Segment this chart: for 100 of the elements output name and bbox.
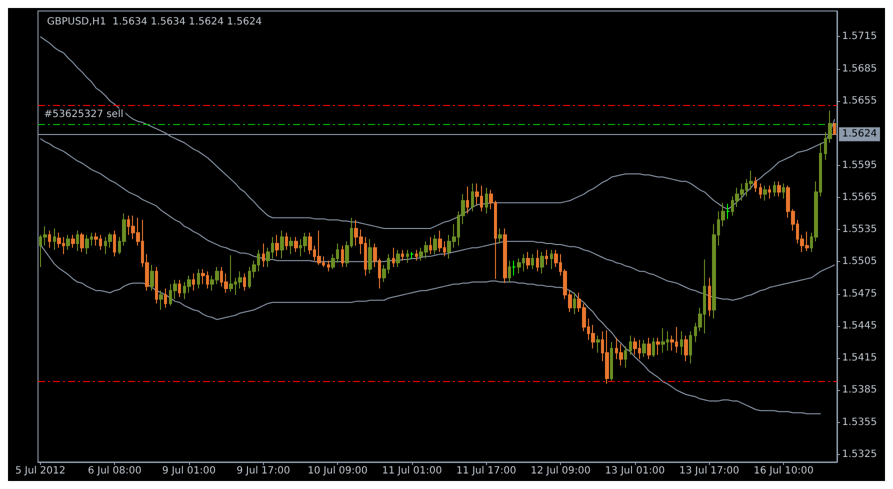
candlestick	[708, 277, 711, 317]
candlestick	[633, 337, 637, 356]
candlestick	[66, 234, 70, 250]
y-tick-label: 1.5595	[842, 160, 877, 171]
candlestick	[517, 258, 521, 274]
candlestick	[652, 337, 655, 358]
candlestick	[531, 254, 534, 270]
y-tick-label: 1.5445	[842, 320, 877, 332]
ref-line-label: 1.5624	[842, 128, 877, 140]
candlestick	[53, 228, 56, 250]
candlestick	[341, 245, 344, 268]
candlestick	[498, 228, 502, 244]
x-tick-label: 9 Jul 01:00	[162, 466, 216, 476]
x-tick-label: 11 Jul 17:00	[456, 466, 516, 476]
candlestick	[275, 234, 279, 257]
candlestick	[410, 252, 414, 259]
x-tick-label: 6 Jul 08:00	[88, 466, 142, 476]
x-tick-label: 9 Jul 17:00	[236, 466, 290, 476]
candlestick	[150, 264, 154, 292]
y-tick-label: 1.5325	[842, 449, 877, 460]
candlestick	[680, 330, 683, 356]
candlestick	[684, 335, 688, 362]
candlestick	[159, 290, 163, 310]
candlestick	[415, 249, 418, 262]
candlestick	[596, 335, 600, 354]
candlestick	[763, 185, 767, 202]
candlestick	[94, 232, 98, 246]
candlestick	[485, 187, 488, 214]
x-tick-label: 12 Jul 09:00	[530, 466, 591, 476]
candlestick	[406, 249, 409, 264]
candlestick	[294, 236, 298, 253]
candlestick	[76, 230, 79, 252]
candlestick	[243, 272, 246, 292]
candlestick	[80, 232, 84, 253]
candlestick	[289, 236, 293, 255]
candlestick	[71, 234, 75, 248]
candlestick	[610, 342, 613, 382]
candlestick	[280, 230, 284, 259]
candlestick	[726, 203, 730, 220]
candlestick	[661, 328, 665, 354]
candlestick	[782, 182, 785, 199]
candlestick	[285, 232, 288, 250]
candlestick	[773, 180, 776, 197]
candlestick	[317, 230, 321, 266]
candlestick	[466, 186, 469, 214]
candlestick	[164, 288, 167, 308]
candlestick	[536, 249, 539, 272]
x-tick-label: 13 Jul 01:00	[604, 466, 665, 476]
candlestick	[201, 268, 205, 285]
candlestick	[401, 249, 404, 262]
y-tick-label: 1.5355	[842, 416, 877, 428]
candlestick	[433, 234, 437, 255]
candlestick	[833, 122, 836, 135]
candlestick	[605, 330, 609, 384]
x-tick-label: 16 Jul 10:00	[754, 466, 814, 476]
candlestick	[689, 330, 692, 364]
x-tick-label: 10 Jul 09:00	[308, 466, 368, 476]
y-tick-label: 1.5715	[842, 31, 877, 42]
candlestick	[508, 260, 511, 283]
candlestick	[550, 249, 553, 270]
y-tick-label: 1.5475	[842, 288, 877, 300]
candlestick	[759, 182, 762, 199]
candlestick	[647, 337, 651, 360]
x-tick-label: 5 Jul 2012	[15, 466, 66, 476]
candlestick	[262, 242, 265, 268]
candlestick	[155, 266, 158, 304]
y-tick-label: 1.5655	[842, 95, 877, 106]
x-tick-label: 11 Jul 01:00	[382, 466, 442, 476]
y-tick-label: 1.5535	[842, 224, 877, 236]
candlestick	[396, 249, 400, 268]
ref-line-label: #53625327 sell	[44, 109, 124, 120]
candlestick	[429, 236, 432, 255]
candlestick	[777, 180, 781, 197]
candlestick	[438, 230, 442, 253]
candlestick	[503, 228, 507, 284]
candlestick	[48, 230, 51, 248]
candlestick	[540, 252, 544, 274]
candlestick	[303, 232, 307, 253]
candlestick	[754, 176, 757, 193]
y-tick-label: 1.5685	[842, 63, 877, 74]
y-tick-label: 1.5385	[842, 384, 877, 396]
candlestick	[629, 335, 632, 356]
candlestick	[178, 279, 181, 298]
candlestick	[229, 254, 233, 292]
y-tick-label: 1.5565	[842, 192, 877, 203]
candlestick	[526, 252, 530, 270]
line-series	[40, 244, 822, 414]
candlestick	[471, 182, 474, 212]
candlestick	[327, 260, 330, 272]
candlestick	[545, 249, 548, 266]
y-tick-label: 1.5505	[842, 256, 877, 268]
candlestick	[192, 272, 195, 292]
text: GBPUSD,H1 1.5634 1.5634 1.5624 1.5624	[47, 16, 262, 28]
candlestick	[624, 346, 627, 368]
candlestick	[113, 230, 116, 257]
candlestick	[85, 234, 89, 255]
candlestick	[768, 185, 771, 199]
candlestick	[197, 268, 200, 289]
candlestick	[368, 238, 372, 274]
x-tick-label: 13 Jul 17:00	[679, 466, 740, 476]
